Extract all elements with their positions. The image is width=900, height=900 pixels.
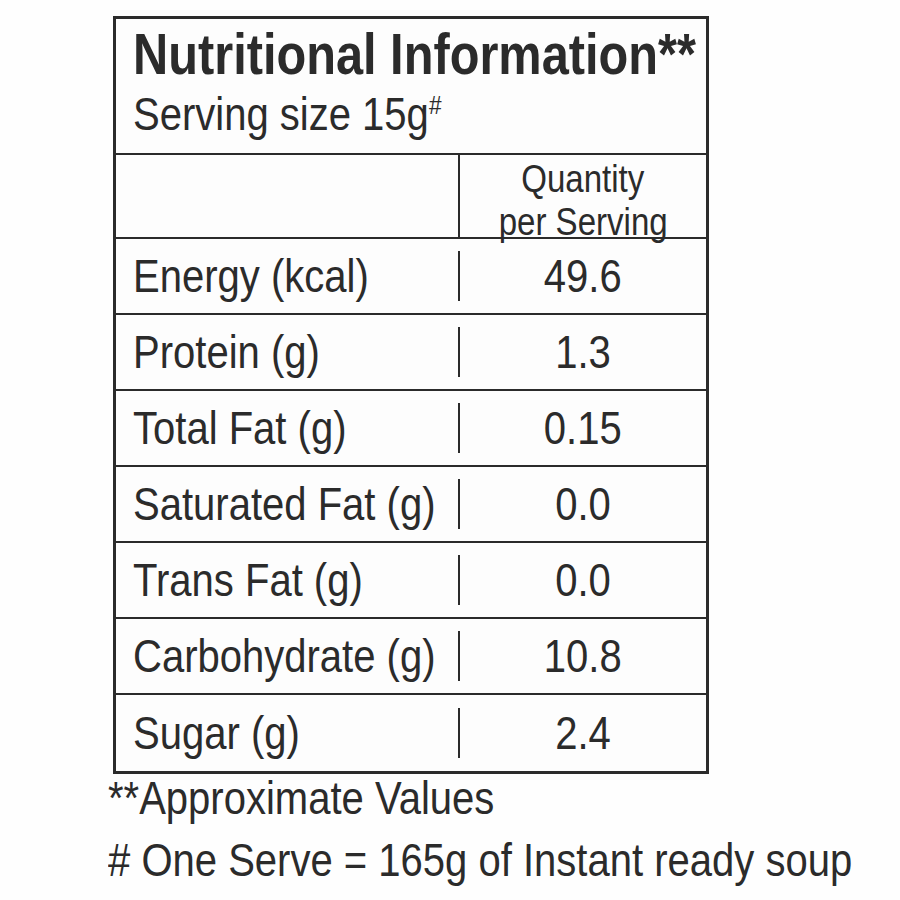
serving-size: Serving size 15g# [133,85,706,143]
page-title: Nutritional Information** [133,23,706,85]
nutrient-value: 1.3 [460,327,706,377]
table-header-row: Quantity per Serving [116,155,706,239]
header-quantity-line1: Quantity [460,158,706,201]
nutrient-label: Trans Fat (g) [116,555,460,605]
nutrient-value: 0.0 [460,479,706,529]
footnote-approximate-values: **Approximate Values [108,770,552,826]
header-quantity-line2: per Serving [460,201,706,244]
nutrient-value: 0.15 [460,403,706,453]
footnote-one-serve: # One Serve = 165g of Instant ready soup [108,832,900,888]
nutrient-label: Saturated Fat (g) [116,479,460,529]
nutrition-table: Nutritional Information** Serving size 1… [113,16,709,774]
header-empty-cell [116,155,460,237]
table-row-total-fat: Total Fat (g) 0.15 [116,391,706,467]
table-row-energy: Energy (kcal) 49.6 [116,239,706,315]
header-quantity-cell: Quantity per Serving [460,155,706,237]
nutrient-value: 2.4 [460,708,706,758]
nutrient-label: Energy (kcal) [116,251,460,301]
table-row-sugar: Sugar (g) 2.4 [116,695,706,771]
nutrient-label: Total Fat (g) [116,403,460,453]
table-row-carbohydrate: Carbohydrate (g) 10.8 [116,619,706,695]
nutrient-value: 49.6 [460,251,706,301]
table-row-protein: Protein (g) 1.3 [116,315,706,391]
table-row-saturated-fat: Saturated Fat (g) 0.0 [116,467,706,543]
serving-size-text: Serving size 15g [133,88,429,140]
nutrient-label: Protein (g) [116,327,460,377]
serving-size-superscript: # [429,90,442,120]
nutrient-value: 0.0 [460,555,706,605]
nutrient-label: Sugar (g) [116,708,460,758]
nutrition-label: Nutritional Information** Serving size 1… [0,0,900,900]
nutrient-value: 10.8 [460,631,706,681]
title-block: Nutritional Information** Serving size 1… [116,19,706,155]
page-title-text: Nutritional Information** [133,23,696,85]
nutrient-label: Carbohydrate (g) [116,631,460,681]
table-row-trans-fat: Trans Fat (g) 0.0 [116,543,706,619]
